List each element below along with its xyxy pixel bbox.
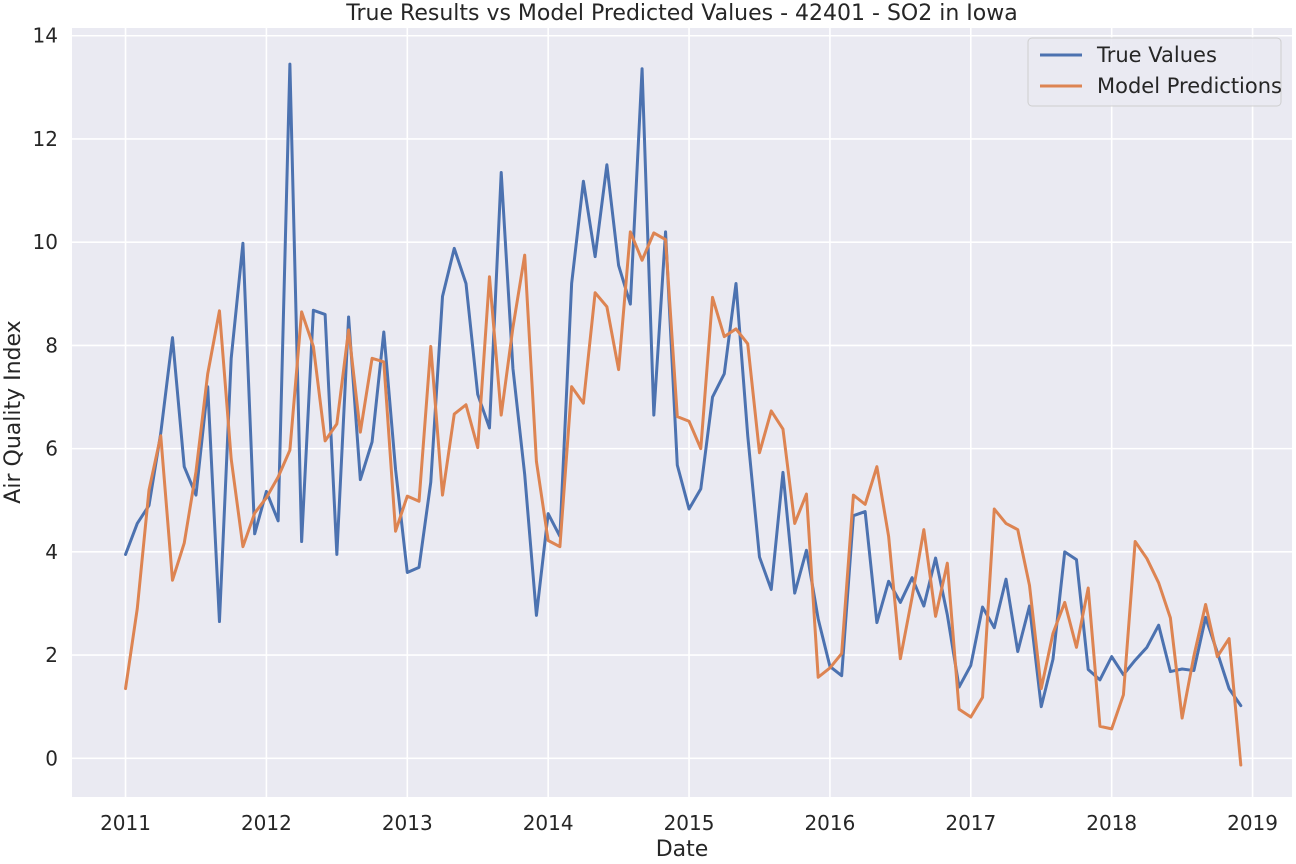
legend: True Values Model Predictions: [1027, 37, 1282, 107]
x-tick-label: 2017: [945, 811, 996, 835]
x-tick-label: 2015: [664, 811, 715, 835]
legend-label-model-predictions: Model Predictions: [1097, 74, 1282, 98]
y-tick-label: 0: [45, 746, 58, 770]
y-tick-label: 4: [45, 540, 58, 564]
series-line-true-values: [124, 62, 1243, 709]
y-tick-labels: 0 2 4 6 8 10 12 14: [33, 24, 58, 771]
y-tick-label: 12: [33, 127, 58, 151]
y-tick-label: 10: [33, 230, 58, 254]
chart-title: True Results vs Model Predicted Values -…: [345, 1, 1017, 26]
x-tick-label: 2019: [1227, 811, 1278, 835]
series-layer: [124, 62, 1243, 767]
y-tick-label: 8: [45, 333, 58, 357]
y-tick-label: 14: [33, 24, 58, 48]
x-axis-title: Date: [656, 837, 709, 862]
x-tick-label: 2011: [100, 811, 151, 835]
legend-label-true-values: True Values: [1096, 43, 1217, 67]
x-tick-labels: 2011 2012 2013 2014 2015 2016 2017 2018 2019: [100, 811, 1278, 835]
y-axis-title: Air Quality Index: [1, 320, 26, 503]
x-tick-label: 2014: [523, 811, 574, 835]
x-tick-label: 2018: [1086, 811, 1137, 835]
y-tick-label: 6: [45, 437, 58, 461]
series-line-model-predictions: [124, 230, 1243, 767]
legend-box: [1027, 37, 1282, 107]
x-tick-label: 2012: [241, 811, 292, 835]
plot-background: [72, 28, 1292, 797]
x-tick-label: 2013: [382, 811, 433, 835]
x-tick-label: 2016: [804, 811, 855, 835]
y-tick-label: 2: [45, 643, 58, 667]
